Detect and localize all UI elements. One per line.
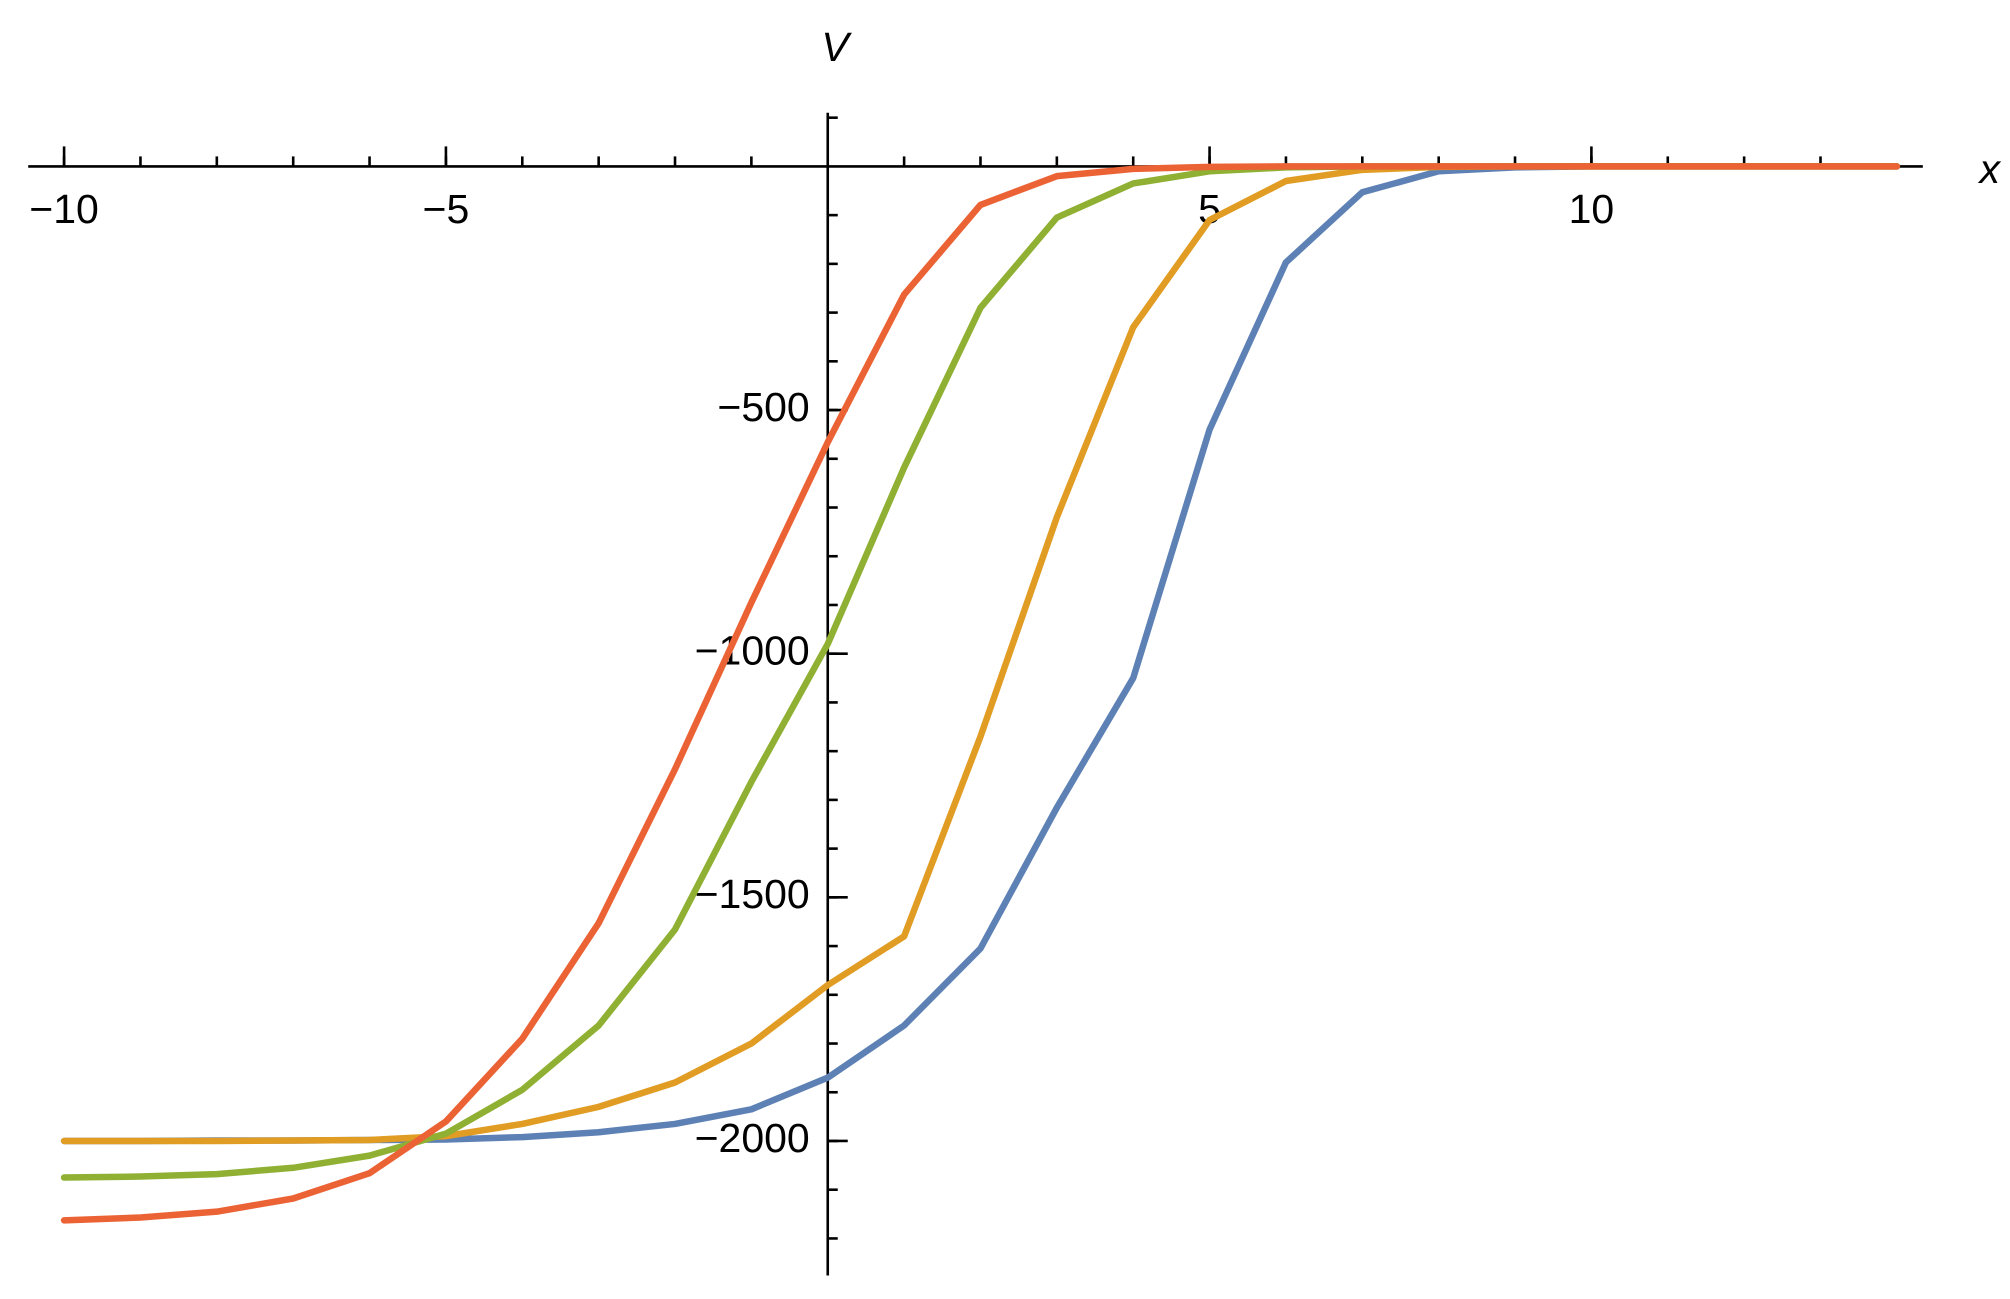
- series-line: [60, 163, 1901, 1224]
- x-tick-label: −5: [423, 186, 470, 232]
- x-tick-label: −10: [29, 186, 99, 232]
- y-axis-label: V: [821, 24, 852, 70]
- y-tick-label: −1000: [695, 628, 810, 674]
- series-line: [60, 163, 1901, 1181]
- y-tick-label: −500: [717, 384, 809, 430]
- x-axis-label: x: [1978, 146, 2002, 192]
- x-tick-label: 10: [1569, 186, 1615, 232]
- y-tick-label: −1500: [695, 871, 810, 917]
- y-tick-label: −2000: [695, 1115, 810, 1161]
